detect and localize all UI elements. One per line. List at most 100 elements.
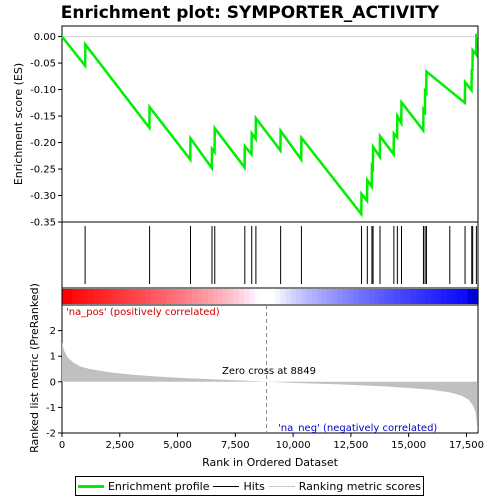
x-tick-label: 15,000 <box>391 440 426 451</box>
metric-y-tick-label: -1 <box>46 403 56 414</box>
heatmap-segment <box>285 289 292 304</box>
heatmap-segment <box>223 289 229 304</box>
heatmap-segment <box>301 289 307 304</box>
heatmap-segment <box>363 289 370 304</box>
hits-group <box>84 226 477 284</box>
heatmap-segment <box>379 289 385 304</box>
heatmap-segment <box>98 289 105 304</box>
heatmap-segment <box>446 289 453 304</box>
heatmap-segment <box>462 289 469 304</box>
heatmap-segment <box>72 289 79 304</box>
heatmap-segment <box>181 289 188 304</box>
heatmap-segment <box>457 289 463 304</box>
heatmap-segment <box>311 289 318 304</box>
es-panel-frame <box>61 25 479 223</box>
heatmap-segment <box>114 289 120 304</box>
heatmap-segment <box>254 289 261 304</box>
x-tick-label: 10,000 <box>276 440 311 451</box>
heatmap-segment <box>197 289 203 304</box>
es-y-axis-label: Enrichment score (ES) <box>12 63 25 185</box>
es-y-tick-label: -0.30 <box>30 191 56 202</box>
heatmap-segment <box>233 289 240 304</box>
heatmap-segment <box>166 289 172 304</box>
heatmap-segment <box>62 289 68 304</box>
heatmap-segment <box>160 289 167 304</box>
ranking-metric-area <box>62 342 478 432</box>
es-y-tick-label: -0.05 <box>30 59 56 70</box>
x-tick-label: 17,500 <box>449 440 484 451</box>
metric-y-axis-label: Ranked list metric (PreRanked) <box>28 283 41 453</box>
es-y-tick-label: -0.15 <box>30 112 56 123</box>
es-y-axis: 0.00 -0.05 -0.10 -0.15 -0.20 -0.25 -0.30 -0.35 <box>30 32 62 229</box>
heatmap-segment <box>171 289 177 304</box>
heatmap-segment <box>259 289 266 304</box>
heatmap-segment <box>400 289 406 304</box>
x-tick-label: 2,500 <box>105 440 134 451</box>
x-axis-label: Rank in Ordered Dataset <box>202 456 339 469</box>
zero-cross-label: Zero cross at 8849 <box>222 366 316 377</box>
hits-swatch <box>213 485 240 487</box>
heatmap-segment <box>384 289 391 304</box>
heatmap-segment <box>436 289 443 304</box>
es-y-tick-label: -0.20 <box>30 138 56 149</box>
heatmap-segment <box>420 289 427 304</box>
x-axis: 0 2,500 5,000 7,500 10,000 12,500 15,000 17,500 <box>59 433 484 451</box>
heatmap-segment <box>431 289 437 304</box>
heatmap-segment <box>337 289 344 304</box>
heatmap-segment <box>322 289 328 304</box>
rank-heatmap-bar <box>62 289 479 304</box>
es-y-tick-label: -0.25 <box>30 165 56 176</box>
x-tick-label: 5,000 <box>163 440 192 451</box>
heatmap-segment <box>155 289 162 304</box>
legend-label-hits: Hits <box>243 479 265 493</box>
heatmap-segment <box>348 289 354 304</box>
heatmap-segment <box>290 289 297 304</box>
heatmap-segment <box>140 289 146 304</box>
heatmap-segment <box>93 289 99 304</box>
legend-item-hits: Hits <box>213 479 265 493</box>
heatmap-segment <box>368 289 375 304</box>
heatmap-segment <box>119 289 125 304</box>
heatmap-segment <box>389 289 396 304</box>
es-y-tick-label: -0.35 <box>30 218 56 229</box>
positive-correlation-label: 'na_pos' (positively correlated) <box>66 307 220 318</box>
heatmap-segment <box>145 289 151 304</box>
enrichment-profile-line <box>61 33 478 218</box>
x-tick-label: 12,500 <box>333 440 368 451</box>
metric-y-tick-label: -2 <box>46 429 56 440</box>
legend-item-enrichment: Enrichment profile <box>77 480 210 493</box>
heatmap-segment <box>353 289 359 304</box>
heatmap-segment <box>192 289 198 304</box>
heatmap-segment <box>218 289 224 304</box>
heatmap-segment <box>275 289 281 304</box>
metric-y-tick-label: 1 <box>50 352 56 363</box>
x-tick-label: 0 <box>59 440 65 451</box>
heatmap-segment <box>296 289 302 304</box>
heatmap-segment <box>358 289 365 304</box>
heatmap-segment <box>134 289 141 304</box>
heatmap-segment <box>77 289 84 304</box>
metric-panel-frame <box>61 304 479 434</box>
heatmap-segment <box>202 289 209 304</box>
heatmap-segment <box>108 289 115 304</box>
legend-item-ranking: Ranking metric scores <box>268 480 421 493</box>
heatmap-segment <box>374 289 380 304</box>
heatmap-segment <box>207 289 214 304</box>
chart-title: Enrichment plot: SYMPORTER_ACTIVITY <box>61 3 440 23</box>
metric-y-axis: 2 1 0 -1 -2 <box>46 326 62 440</box>
heatmap-segment <box>394 289 401 304</box>
metric-y-tick-label: 0 <box>50 377 56 388</box>
heatmap-segment <box>472 289 479 304</box>
heatmap-segment <box>249 289 255 304</box>
heatmap-segment <box>103 289 110 304</box>
heatmap-segment <box>415 289 422 304</box>
heatmap-segment <box>150 289 157 304</box>
heatmap-segment <box>264 289 271 304</box>
heatmap-segment <box>327 289 333 304</box>
heatmap-segment <box>270 289 276 304</box>
legend: Enrichment profile Hits Ranking metric s… <box>75 476 424 496</box>
negative-correlation-label: 'na_neg' (negatively correlated) <box>278 423 437 434</box>
heatmap-segment <box>228 289 235 304</box>
heatmap-segment <box>410 289 417 304</box>
